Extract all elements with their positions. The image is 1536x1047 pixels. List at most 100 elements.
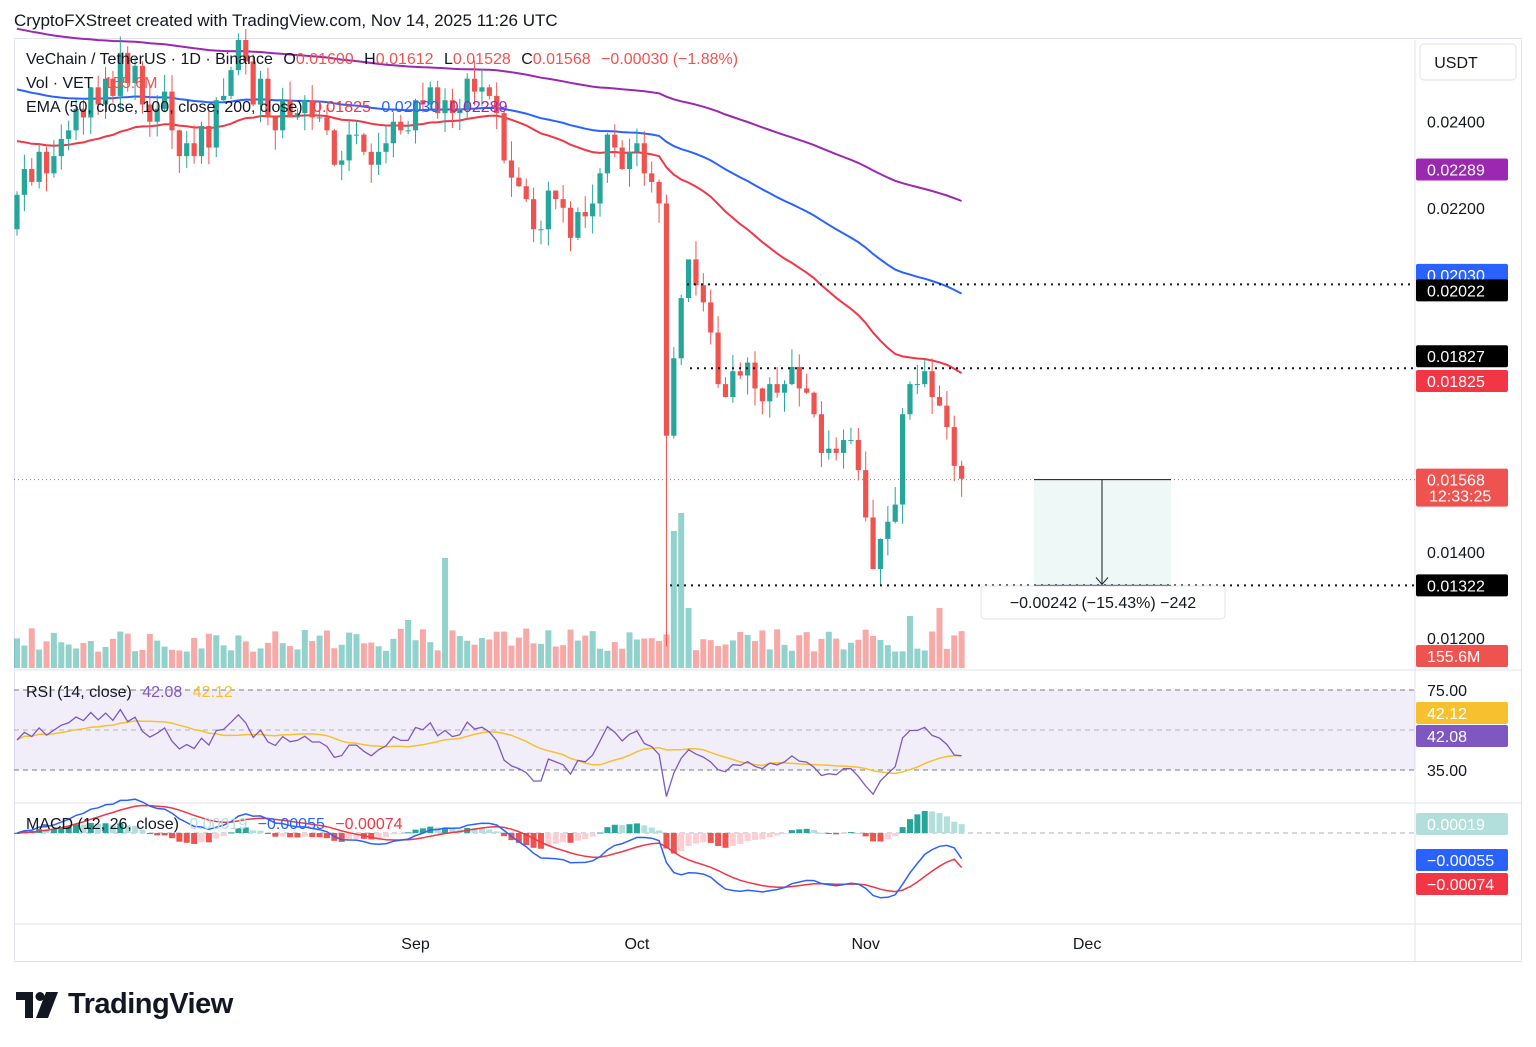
- volume-bar: [862, 629, 869, 668]
- volume-bar: [154, 640, 161, 668]
- currency-button[interactable]: USDT: [1434, 55, 1478, 72]
- candle-body: [228, 70, 234, 96]
- macd-histogram-bar: [102, 823, 109, 833]
- candle-body: [66, 130, 72, 139]
- volume-bar: [560, 645, 567, 668]
- volume-bar: [582, 635, 589, 668]
- volume-bar: [670, 531, 677, 668]
- volume-bar: [456, 635, 463, 668]
- resistance-price-badge: 0.02022: [1427, 283, 1485, 300]
- macd-histogram-bar: [242, 827, 249, 833]
- macd-histogram-bar: [958, 824, 965, 833]
- candle-body: [449, 100, 456, 114]
- legend-volume-value: 155.6M: [104, 75, 158, 92]
- volume-bar: [168, 649, 175, 668]
- candle-body: [538, 229, 544, 231]
- volume-badge-box: [1416, 645, 1508, 667]
- candle-body: [162, 91, 168, 109]
- macd-histogram-bar: [811, 829, 818, 833]
- volume-bar: [183, 651, 190, 668]
- macd-histogram-bar: [272, 833, 279, 837]
- volume-bar: [737, 631, 744, 668]
- candle-body: [708, 302, 714, 333]
- macd-histogram-bar: [884, 833, 891, 840]
- volume-bar: [14, 638, 20, 668]
- candle-body: [420, 100, 426, 105]
- candle-body: [198, 126, 205, 157]
- candle-body: [184, 143, 190, 157]
- candle-body: [796, 366, 802, 389]
- candle-body: [656, 181, 662, 204]
- macd-histogram-bar: [582, 833, 589, 840]
- candle-body: [804, 388, 810, 393]
- volume-bar: [818, 638, 825, 668]
- volume-bar: [729, 640, 736, 668]
- macd-histogram-bar: [604, 827, 611, 833]
- tradingview-logo[interactable]: TradingView: [16, 988, 233, 1021]
- legend-row-macd: MACD (12, 26, close) 0.00019 −0.00055 −0…: [26, 816, 409, 834]
- volume-bar: [906, 616, 913, 668]
- candle-body: [383, 143, 389, 152]
- rsi-ma-badge: 42.12: [1427, 706, 1467, 723]
- volume-bar: [951, 635, 958, 668]
- candle-body: [767, 384, 773, 402]
- support-price-badge-box: [1416, 574, 1508, 597]
- volume-layer: [14, 513, 965, 668]
- volume-bar: [58, 642, 65, 668]
- volume-bar: [279, 643, 286, 668]
- macd-histogram-bar: [788, 830, 795, 833]
- volume-bar: [412, 640, 419, 668]
- rsi-badge: 42.08: [1427, 729, 1467, 746]
- macd-histogram-bar: [132, 825, 139, 833]
- candle-body: [169, 91, 175, 131]
- macd-histogram-bar: [146, 833, 153, 834]
- macd-histogram-bar: [65, 826, 72, 833]
- candle-body: [678, 298, 684, 359]
- ema200-price-badge-box: [1416, 158, 1508, 181]
- candle-body: [833, 448, 839, 453]
- candle-body: [265, 78, 271, 118]
- candle-body: [789, 366, 795, 385]
- volume-bar: [346, 632, 353, 668]
- macd-histogram-bar: [929, 811, 936, 833]
- macd-histogram-bar: [700, 833, 707, 843]
- macd-histogram-bar: [892, 833, 899, 837]
- macd-histogram-bar: [870, 833, 877, 842]
- macd-histogram-bar: [368, 833, 375, 840]
- legend-ema100-value: 0.02030: [381, 99, 440, 116]
- macd-histogram-bar: [774, 833, 781, 836]
- candle-body: [759, 388, 765, 402]
- candle-body: [951, 427, 957, 466]
- volume-bar: [272, 631, 279, 668]
- macd-histogram-bar: [183, 833, 190, 843]
- volume-bar: [840, 649, 847, 668]
- macd-histogram-bar: [493, 831, 500, 833]
- candle-body: [604, 134, 610, 174]
- volume-bar: [21, 645, 28, 668]
- volume-bar: [641, 638, 648, 668]
- macd-histogram-bar: [73, 824, 80, 833]
- volume-bar: [752, 641, 758, 668]
- macd-histogram-bar: [862, 833, 869, 837]
- macd-histogram-bar: [109, 824, 116, 833]
- volume-bar: [744, 634, 751, 668]
- volume-bar: [464, 640, 471, 668]
- macd-histogram-bar: [914, 814, 921, 833]
- candle-body: [663, 203, 670, 436]
- macd-histogram-bar: [707, 833, 714, 843]
- last-price-badge-box: [1416, 468, 1508, 507]
- rsi-layer: [14, 689, 1415, 797]
- ema50-price-badge-box: [1416, 370, 1508, 393]
- candle-body: [243, 40, 249, 62]
- candle-body: [302, 100, 308, 114]
- macd-histogram-bar: [191, 833, 198, 845]
- price-tick-label: 0.02400: [1427, 115, 1485, 132]
- volume-bar: [715, 646, 722, 668]
- macd-histogram-bar: [877, 833, 884, 842]
- macd-line: [16, 798, 963, 899]
- legend-high-value: 0.01612: [375, 51, 434, 68]
- volume-bar: [943, 648, 950, 668]
- candle-body: [737, 371, 743, 376]
- candle-body: [929, 371, 935, 398]
